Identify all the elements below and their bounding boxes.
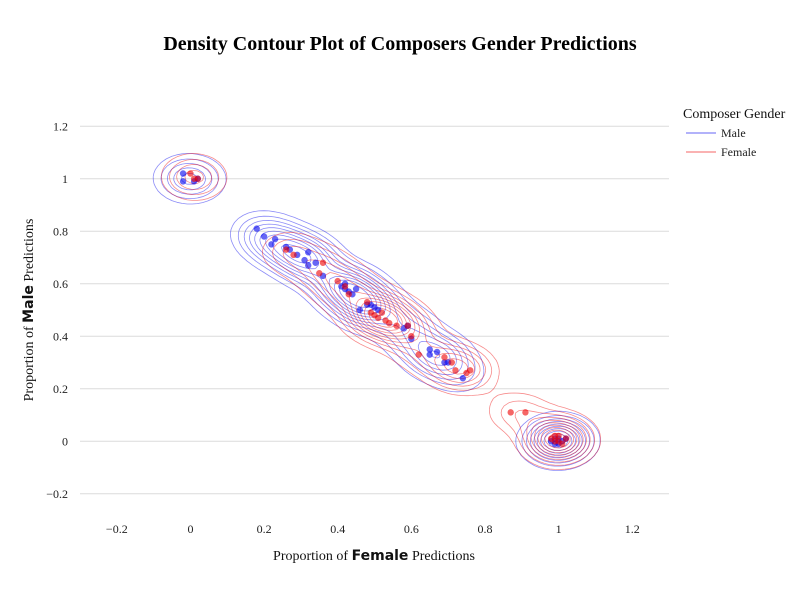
data-point-female[interactable] <box>448 359 456 366</box>
legend-item-male[interactable]: Male <box>686 126 746 140</box>
data-point-female[interactable] <box>386 319 393 327</box>
x-axis-label-bold: Female <box>352 548 409 564</box>
legend-label-male: Male <box>721 126 746 140</box>
gridlines <box>80 125 669 495</box>
x-tick-label: 0.8 <box>477 522 492 536</box>
data-point-male[interactable] <box>271 235 279 243</box>
y-axis-label-suffix: Predictions <box>22 219 37 286</box>
data-point-female[interactable] <box>551 432 559 440</box>
data-point-male[interactable] <box>459 375 467 382</box>
data-point-female[interactable] <box>345 291 352 298</box>
data-point-male[interactable] <box>305 249 312 256</box>
x-tick-label: 0 <box>187 522 193 536</box>
data-point-male[interactable] <box>179 170 187 177</box>
data-point-female[interactable] <box>408 333 415 340</box>
data-point-male[interactable] <box>305 262 312 269</box>
contour-line-female <box>169 159 595 466</box>
legend-title[interactable]: Composer Gender <box>683 107 786 122</box>
y-tick-label: −0.2 <box>46 487 68 501</box>
y-tick-label: 0.4 <box>53 329 68 343</box>
data-point-female[interactable] <box>467 367 474 374</box>
y-tick-label: 1.2 <box>53 119 68 133</box>
data-point-female[interactable] <box>415 351 422 358</box>
contour-line-male <box>181 172 583 459</box>
data-point-female[interactable] <box>393 322 400 329</box>
contour-line-female <box>176 164 591 463</box>
data-point-female[interactable] <box>452 367 459 374</box>
data-point-female[interactable] <box>374 314 382 322</box>
x-tick-label: 1 <box>556 522 562 536</box>
data-point-male[interactable] <box>426 351 433 358</box>
data-point-male[interactable] <box>312 259 319 266</box>
y-tick-label: 0.8 <box>53 224 68 238</box>
data-point-female[interactable] <box>555 438 562 445</box>
x-axis-ticks: −0.2 0 0.2 0.4 0.6 0.8 1 1.2 <box>106 522 640 536</box>
y-tick-label: 0.2 <box>53 382 68 396</box>
data-point-male[interactable] <box>260 233 268 240</box>
y-axis-label: Proportion of Male Predictions <box>21 219 37 402</box>
data-point-male[interactable] <box>301 256 308 264</box>
x-tick-label: −0.2 <box>106 522 128 536</box>
contour-line-female <box>355 297 578 454</box>
x-tick-label: 1.2 <box>625 522 640 536</box>
data-point-male[interactable] <box>356 306 363 314</box>
data-point-female[interactable] <box>404 322 411 329</box>
contour-line-male <box>271 238 573 451</box>
data-point-female[interactable] <box>187 170 194 177</box>
y-axis-label-prefix: Proportion of <box>22 323 37 402</box>
data-point-female[interactable] <box>319 259 327 266</box>
data-point-female[interactable] <box>334 277 341 285</box>
data-point-female[interactable] <box>441 354 448 361</box>
contour-line-male <box>259 230 580 456</box>
legend: Composer Gender Male Female <box>683 107 786 159</box>
data-point-male[interactable] <box>433 348 441 356</box>
x-axis-label-prefix: Proportion of <box>273 549 352 564</box>
data-point-female[interactable] <box>562 435 570 442</box>
y-tick-label: 0.6 <box>53 277 68 291</box>
contour-line-female <box>184 170 587 460</box>
x-axis-label-suffix: Predictions <box>408 549 475 564</box>
contour-line-male <box>265 234 576 454</box>
contour-line-male <box>152 153 601 471</box>
data-point-female[interactable] <box>194 175 201 182</box>
data-point-male[interactable] <box>179 178 187 185</box>
data-point-female[interactable] <box>341 283 349 290</box>
contour-line-male <box>167 163 590 464</box>
data-point-female[interactable] <box>522 409 529 416</box>
legend-label-female: Female <box>721 145 756 159</box>
contour-line-male <box>160 158 595 467</box>
data-point-male[interactable] <box>426 346 433 353</box>
data-point-female[interactable] <box>282 246 290 253</box>
contour-line-female <box>364 304 571 449</box>
x-axis-label: Proportion of Female Predictions <box>273 548 475 564</box>
data-point-female[interactable] <box>378 309 386 316</box>
data-point-female[interactable] <box>290 251 297 259</box>
y-tick-label: 0 <box>62 434 68 448</box>
x-tick-label: 0.6 <box>404 522 419 536</box>
y-axis-label-bold: Male <box>21 285 37 323</box>
contour-line-female <box>324 272 584 458</box>
x-tick-label: 0.2 <box>257 522 272 536</box>
y-tick-label: 1 <box>62 172 68 186</box>
x-tick-label: 0.4 <box>330 522 345 536</box>
contour-line-female <box>161 153 601 470</box>
data-point-female[interactable] <box>316 270 323 277</box>
data-point-male[interactable] <box>352 285 360 293</box>
data-point-female[interactable] <box>507 409 514 416</box>
legend-item-female[interactable]: Female <box>686 145 756 159</box>
data-points <box>179 170 570 448</box>
y-axis-ticks: −0.2 0 0.2 0.4 0.6 0.8 1 1.2 <box>46 119 68 501</box>
data-point-male[interactable] <box>268 241 275 248</box>
contour-line-female <box>359 301 574 451</box>
data-point-female[interactable] <box>363 298 371 306</box>
chart-title: Density Contour Plot of Composers Gender… <box>163 33 637 55</box>
data-point-male[interactable] <box>253 225 260 232</box>
